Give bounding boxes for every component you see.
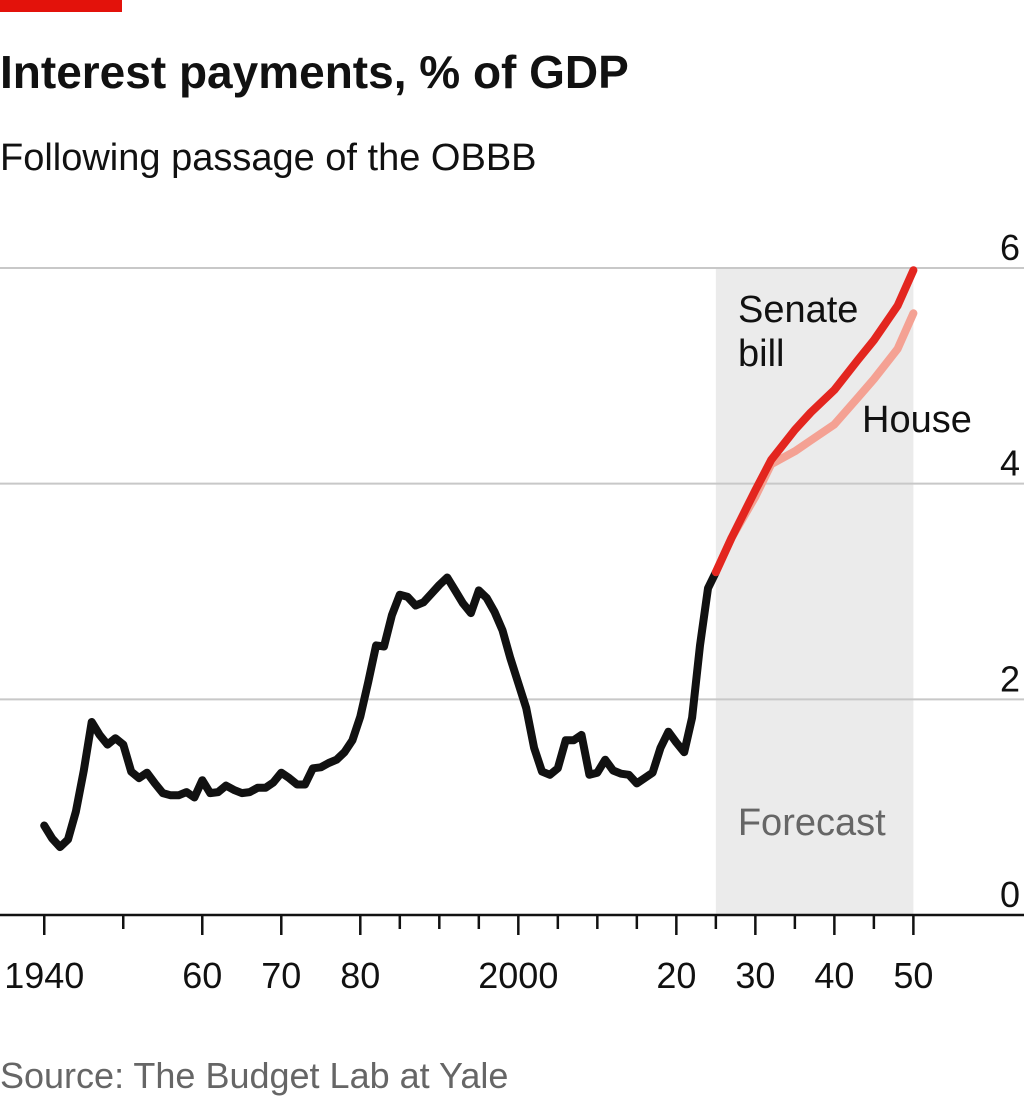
x-tick-label: 50 (893, 955, 933, 996)
y-tick-label: 4 (1000, 443, 1020, 484)
brand-bar (0, 0, 122, 12)
chart-subtitle: Following passage of the OBBB (0, 137, 537, 179)
series-label-line: bill (738, 333, 784, 375)
y-tick-label: 6 (1000, 227, 1020, 268)
x-tick-label: 2000 (478, 955, 558, 996)
x-tick-label: 1940 (4, 955, 84, 996)
source: Source: The Budget Lab at Yale (0, 1055, 508, 1096)
series-label: Senate bill (738, 289, 858, 375)
series-line (711, 266, 918, 577)
x-tick-label: 70 (261, 955, 301, 996)
x-tick-label: 60 (182, 955, 222, 996)
x-tick-label: 80 (340, 955, 380, 996)
chart-title: Interest payments, % of GDP (0, 46, 629, 98)
y-tick-label: 2 (1000, 658, 1020, 699)
series-label-line: Senate (738, 289, 858, 331)
x-tick-label: 30 (735, 955, 775, 996)
x-tick-label: 40 (814, 955, 854, 996)
y-tick-label: 0 (1000, 874, 1020, 915)
series-line (40, 568, 720, 852)
forecast-label: Forecast (738, 802, 886, 844)
series-label: House (862, 399, 972, 441)
x-tick-label: 20 (656, 955, 696, 996)
